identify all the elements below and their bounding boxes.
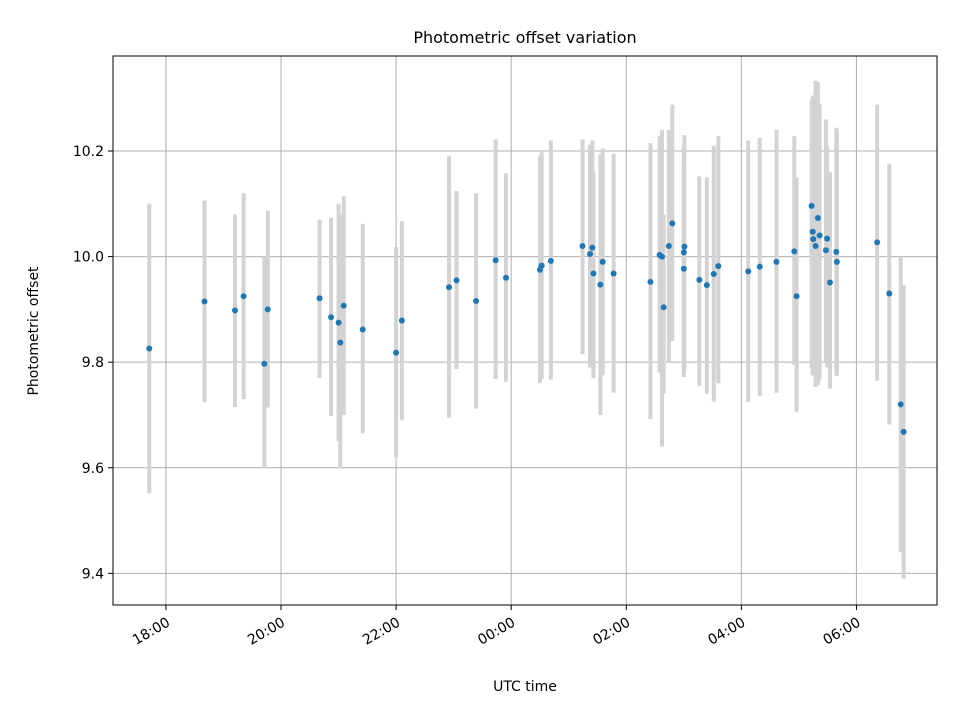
data-point xyxy=(610,270,617,277)
data-point xyxy=(393,349,400,356)
data-point xyxy=(680,249,687,256)
data-point xyxy=(446,284,453,291)
data-point xyxy=(756,263,763,270)
chart-title: Photometric offset variation xyxy=(413,28,636,47)
data-point xyxy=(745,268,752,275)
data-point xyxy=(886,290,893,297)
data-point xyxy=(822,247,829,254)
data-point xyxy=(240,293,247,300)
data-point xyxy=(824,235,831,242)
y-tick-label: 10.2 xyxy=(73,144,104,160)
data-point xyxy=(337,339,344,346)
data-point xyxy=(665,243,672,250)
y-tick-label: 10.0 xyxy=(73,250,104,266)
data-point xyxy=(398,317,405,324)
data-point xyxy=(669,220,676,227)
data-point xyxy=(681,243,688,250)
data-point xyxy=(808,202,815,209)
data-point xyxy=(590,270,597,277)
data-point xyxy=(773,258,780,265)
data-point xyxy=(547,257,554,264)
data-point xyxy=(833,248,840,255)
data-point xyxy=(647,278,654,285)
data-point xyxy=(710,271,717,278)
data-point xyxy=(809,228,816,235)
y-axis-label: Photometric offset xyxy=(26,266,42,396)
data-point xyxy=(897,401,904,408)
data-point xyxy=(579,243,586,250)
data-point xyxy=(316,295,323,302)
data-point xyxy=(328,314,335,321)
data-point xyxy=(715,263,722,270)
data-point xyxy=(900,428,907,435)
data-point xyxy=(696,276,703,283)
data-point xyxy=(264,306,271,313)
data-point xyxy=(793,293,800,300)
data-point xyxy=(833,258,840,265)
data-point xyxy=(359,326,366,333)
data-point xyxy=(587,250,594,257)
data-point xyxy=(589,244,596,251)
data-point xyxy=(816,232,823,239)
data-point xyxy=(874,239,881,246)
data-point xyxy=(597,281,604,288)
data-point-layer xyxy=(146,202,907,435)
data-point xyxy=(599,258,606,265)
data-point xyxy=(492,257,499,264)
data-point xyxy=(201,298,208,305)
data-point xyxy=(340,302,347,309)
data-point xyxy=(826,279,833,286)
data-point xyxy=(146,345,153,352)
x-axis-label: UTC time xyxy=(493,679,557,695)
data-point xyxy=(658,253,665,260)
data-point xyxy=(814,215,821,222)
data-point xyxy=(503,274,510,281)
data-point xyxy=(473,297,480,304)
data-point xyxy=(680,265,687,272)
data-point xyxy=(453,277,460,284)
data-point xyxy=(335,319,342,326)
data-point xyxy=(660,304,667,311)
plot-frame xyxy=(112,55,938,606)
y-tick-label: 9.6 xyxy=(82,461,104,477)
data-point xyxy=(261,360,268,367)
data-point xyxy=(703,282,710,289)
data-point xyxy=(538,262,545,269)
y-tick-label: 9.4 xyxy=(82,566,104,582)
data-point xyxy=(791,248,798,255)
data-point xyxy=(812,243,819,250)
data-point xyxy=(231,307,238,314)
y-tick-label: 9.8 xyxy=(82,355,104,371)
data-point xyxy=(810,236,817,243)
